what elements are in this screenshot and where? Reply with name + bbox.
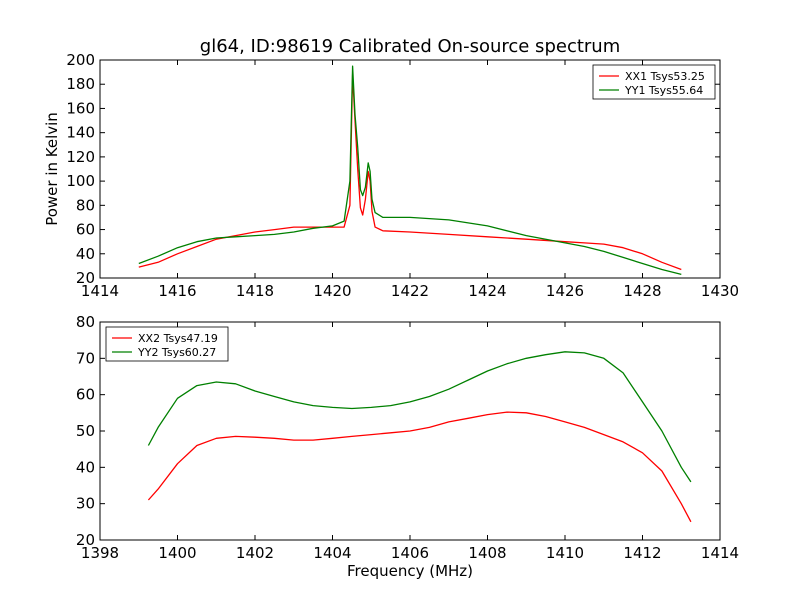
- chart-panel-2: 1398 1400 1402 1404 1406 1408 1410 1412 1414 20 30…: [76, 313, 739, 562]
- x-tick-label: 1422: [391, 282, 429, 300]
- x-tick-label: 1426: [546, 282, 584, 300]
- chart-panel-1: 1414 1416 1418 1420 1422 1424 1426 1428 1430 20 40…: [66, 51, 739, 300]
- x-tick-label: 1428: [623, 282, 661, 300]
- y-tick-label: 20: [76, 531, 95, 549]
- x-tick-label: 1430: [701, 282, 739, 300]
- y-tick-label: 140: [66, 124, 95, 142]
- chart-title: gl64, ID:98619 Calibrated On-source spec…: [200, 36, 620, 57]
- y-tick-label: 30: [76, 495, 95, 513]
- x-tick-label: 1424: [468, 282, 506, 300]
- series-line-2-1: [147, 411, 692, 523]
- y-tick-label: 120: [66, 148, 95, 166]
- legend-box: [592, 64, 716, 100]
- x-tick-label: 1402: [236, 544, 274, 562]
- legend-label: YY2 Tsys60.27: [137, 346, 216, 359]
- x-tick-label: 1408: [468, 544, 506, 562]
- y-tick-label: 100: [66, 172, 95, 190]
- y-tick-label: 180: [66, 75, 95, 93]
- y-tick-label: 70: [76, 349, 95, 367]
- legend-label: YY1 Tsys55.64: [624, 84, 703, 97]
- x-tick-label: 1420: [313, 282, 351, 300]
- x-tick-label: 1416: [158, 282, 196, 300]
- y-tick-label: 160: [66, 99, 95, 117]
- series-line-1-2: [138, 65, 682, 276]
- y-tick-label: 20: [76, 269, 95, 287]
- y-tick-label: 200: [66, 51, 95, 69]
- y-tick-label: 50: [76, 422, 95, 440]
- x-tick-label: 1414: [701, 544, 739, 562]
- x-axis-label: Frequency (MHz): [347, 562, 473, 580]
- x-tick-label: 1410: [546, 544, 584, 562]
- series-line-2-2: [147, 351, 692, 483]
- y-tick-label: 80: [76, 196, 95, 214]
- legend-label: XX2 Tsys47.19: [138, 332, 218, 345]
- x-tick-label: 1412: [623, 544, 661, 562]
- y-tick-label: 60: [76, 386, 95, 404]
- x-tick-label: 1404: [313, 544, 351, 562]
- x-tick-label: 1398: [81, 544, 119, 562]
- x-tick-label: 1414: [81, 282, 119, 300]
- y-tick-label: 60: [76, 221, 95, 239]
- y-tick-label: 40: [76, 245, 95, 263]
- x-tick-label: 1418: [236, 282, 274, 300]
- x-tick-label: 1406: [391, 544, 429, 562]
- y-axis-label: Power in Kelvin: [43, 112, 61, 226]
- legend-label: XX1 Tsys53.25: [625, 70, 705, 83]
- y-tick-label: 40: [76, 458, 95, 476]
- series-line-1-1: [138, 73, 682, 271]
- x-tick-label: 1400: [158, 544, 196, 562]
- legend-box: [105, 326, 229, 362]
- y-tick-label: 80: [76, 313, 95, 331]
